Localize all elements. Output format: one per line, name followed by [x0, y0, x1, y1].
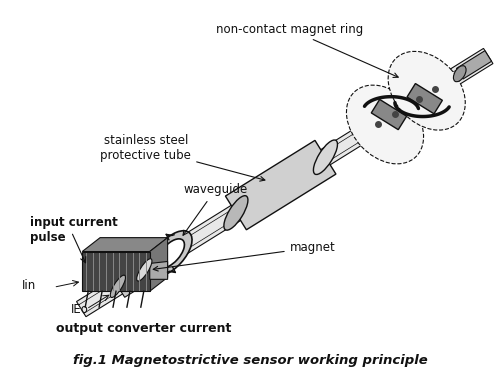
- Text: stainless steel
protective tube: stainless steel protective tube: [100, 134, 265, 181]
- Text: input current
pulse: input current pulse: [30, 216, 118, 244]
- Ellipse shape: [157, 239, 184, 268]
- Polygon shape: [82, 251, 150, 291]
- Ellipse shape: [150, 231, 192, 276]
- Ellipse shape: [136, 259, 152, 281]
- Polygon shape: [226, 140, 336, 230]
- Text: magnet: magnet: [154, 241, 336, 271]
- Ellipse shape: [224, 196, 248, 230]
- Ellipse shape: [454, 66, 466, 82]
- Polygon shape: [111, 259, 151, 297]
- Ellipse shape: [314, 140, 338, 175]
- Text: fig.1 Magnetostrictive sensor working principle: fig.1 Magnetostrictive sensor working pr…: [72, 354, 428, 367]
- Polygon shape: [150, 238, 168, 291]
- Ellipse shape: [388, 51, 466, 130]
- Text: waveguide: waveguide: [183, 183, 248, 235]
- Polygon shape: [82, 238, 168, 251]
- Polygon shape: [372, 99, 406, 130]
- Ellipse shape: [110, 275, 126, 297]
- Polygon shape: [407, 84, 442, 114]
- Text: Iin: Iin: [22, 279, 36, 292]
- Text: output converter current: output converter current: [56, 322, 232, 335]
- Polygon shape: [456, 51, 492, 79]
- Polygon shape: [150, 262, 168, 279]
- Text: non-contact magnet ring: non-contact magnet ring: [216, 23, 398, 77]
- Ellipse shape: [346, 85, 424, 164]
- Text: IEo: IEo: [72, 303, 89, 316]
- Polygon shape: [76, 48, 493, 317]
